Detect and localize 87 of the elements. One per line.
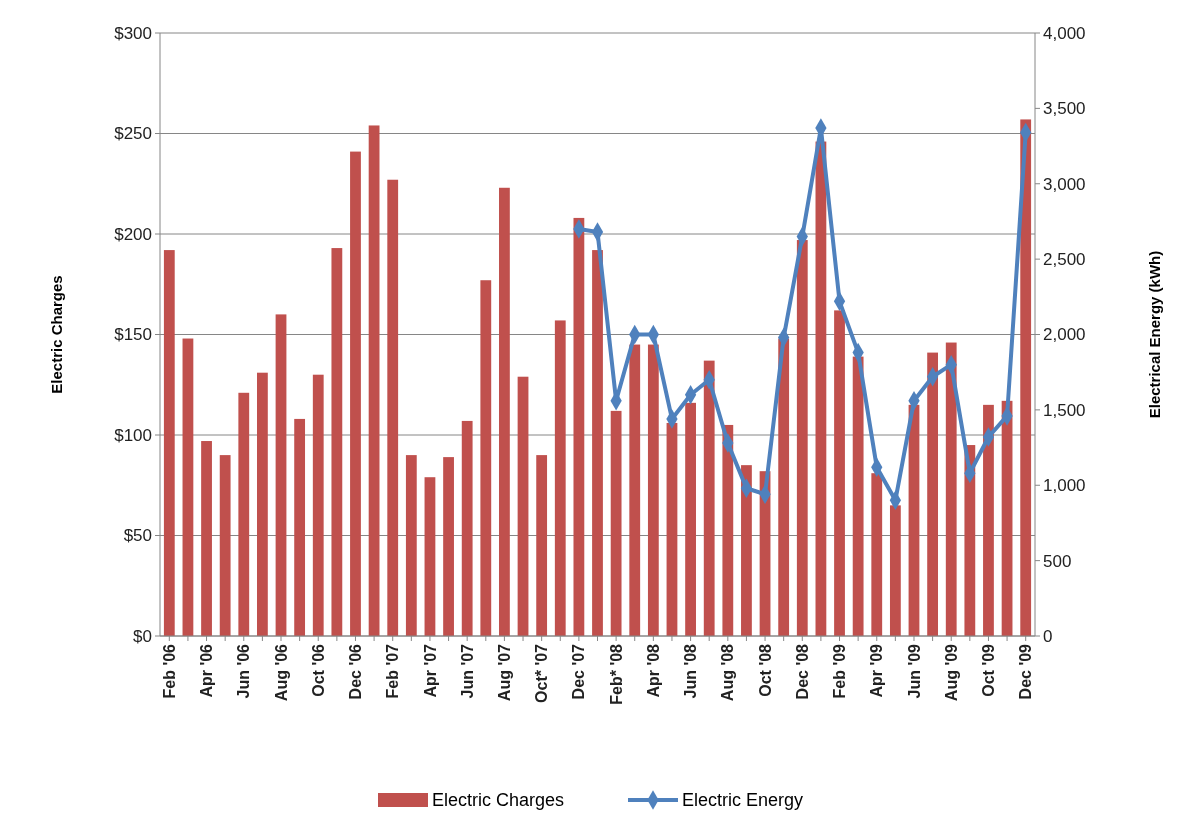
x-tick-label: Dec '08 — [793, 643, 811, 700]
bar — [368, 125, 380, 636]
x-tick-label: Oct '09 — [980, 643, 998, 697]
x-tick-label: Aug '07 — [496, 643, 514, 702]
x-tick-label: Oct* '07 — [533, 643, 551, 703]
bar — [685, 402, 696, 636]
x-tick-label: Aug '08 — [719, 643, 737, 702]
y-tick-label: $250 — [114, 124, 152, 144]
x-tick-label: Aug '09 — [942, 643, 960, 702]
bar — [405, 455, 417, 636]
bar — [796, 240, 808, 636]
bar — [331, 248, 343, 636]
bar — [945, 342, 957, 636]
bar — [703, 360, 715, 636]
y-tick-label: $300 — [114, 23, 152, 43]
bar — [294, 418, 306, 636]
y-axis-title: Electric Charges — [48, 275, 65, 394]
legend-label: Electric Charges — [432, 790, 565, 811]
x-tick-label: Dec '06 — [347, 643, 365, 700]
x-tick-label: Jun '06 — [235, 643, 253, 699]
bar — [219, 455, 231, 636]
bar — [238, 392, 250, 636]
bar — [163, 250, 175, 636]
x-tick-label: Feb* '08 — [607, 643, 625, 705]
bar — [275, 314, 287, 636]
bar — [666, 422, 678, 636]
bar — [573, 217, 585, 636]
bar — [461, 420, 473, 636]
bar — [647, 344, 659, 636]
y2-tick-label: 2,500 — [1043, 250, 1086, 270]
bar — [182, 338, 194, 636]
bar — [424, 477, 436, 636]
x-tick-label: Jun '09 — [905, 643, 923, 699]
x-tick-label: Apr '08 — [644, 643, 662, 698]
bar — [517, 376, 529, 636]
x-tick-label: Apr '06 — [198, 643, 216, 698]
legend-label: Electric Energy — [682, 790, 804, 811]
bar — [499, 187, 510, 636]
x-tick-label: Jun '07 — [458, 643, 476, 699]
x-tick-label: Oct '06 — [309, 643, 327, 697]
y2-tick-label: 3,500 — [1043, 99, 1086, 119]
x-tick-label: Feb '09 — [831, 643, 849, 699]
bar — [610, 410, 622, 636]
bar — [350, 151, 361, 636]
bar — [257, 372, 268, 636]
x-tick-label: Apr '07 — [421, 643, 439, 698]
bar — [1001, 400, 1013, 636]
x-tick-label: Feb '06 — [160, 643, 178, 699]
y2-tick-label: 1,000 — [1043, 476, 1086, 496]
bar — [387, 179, 399, 636]
bar — [889, 505, 901, 636]
x-tick-label: Jun '08 — [682, 643, 700, 699]
bar — [201, 441, 212, 636]
y2-tick-label: 0 — [1043, 626, 1053, 646]
bar — [443, 457, 454, 636]
bar — [834, 310, 845, 636]
y2-tick-label: 2,000 — [1043, 325, 1086, 345]
x-tick-label: Oct '08 — [756, 643, 774, 697]
bar — [927, 352, 938, 636]
bar — [312, 374, 324, 636]
y-tick-label: $50 — [123, 526, 152, 546]
x-tick-label: Feb '07 — [384, 643, 402, 699]
y-tick-label: $100 — [114, 425, 152, 445]
bar — [592, 250, 603, 636]
y2-tick-label: 1,500 — [1043, 400, 1086, 420]
bar — [778, 338, 790, 636]
bar — [1020, 119, 1032, 636]
y-tick-label: $0 — [133, 626, 152, 646]
bar — [871, 473, 883, 636]
bar — [480, 280, 492, 636]
bar — [629, 344, 641, 636]
x-tick-label: Dec '09 — [1017, 643, 1035, 700]
y2-tick-label: 3,000 — [1043, 174, 1086, 194]
y2-tick-label: 4,000 — [1043, 23, 1086, 43]
y2-tick-label: 500 — [1043, 551, 1072, 571]
x-tick-label: Apr '09 — [868, 643, 886, 698]
x-tick-label: Dec '07 — [570, 643, 588, 700]
bar — [722, 424, 734, 636]
bar — [536, 455, 548, 636]
y2-axis-title: Electrical Energy (kWh) — [1146, 250, 1163, 419]
bar — [554, 320, 566, 636]
bar — [852, 356, 864, 636]
bar — [983, 404, 994, 636]
bar — [741, 465, 752, 636]
y-tick-label: $150 — [114, 325, 152, 345]
y-tick-label: $200 — [114, 224, 152, 244]
x-tick-label: Aug '06 — [272, 643, 290, 702]
